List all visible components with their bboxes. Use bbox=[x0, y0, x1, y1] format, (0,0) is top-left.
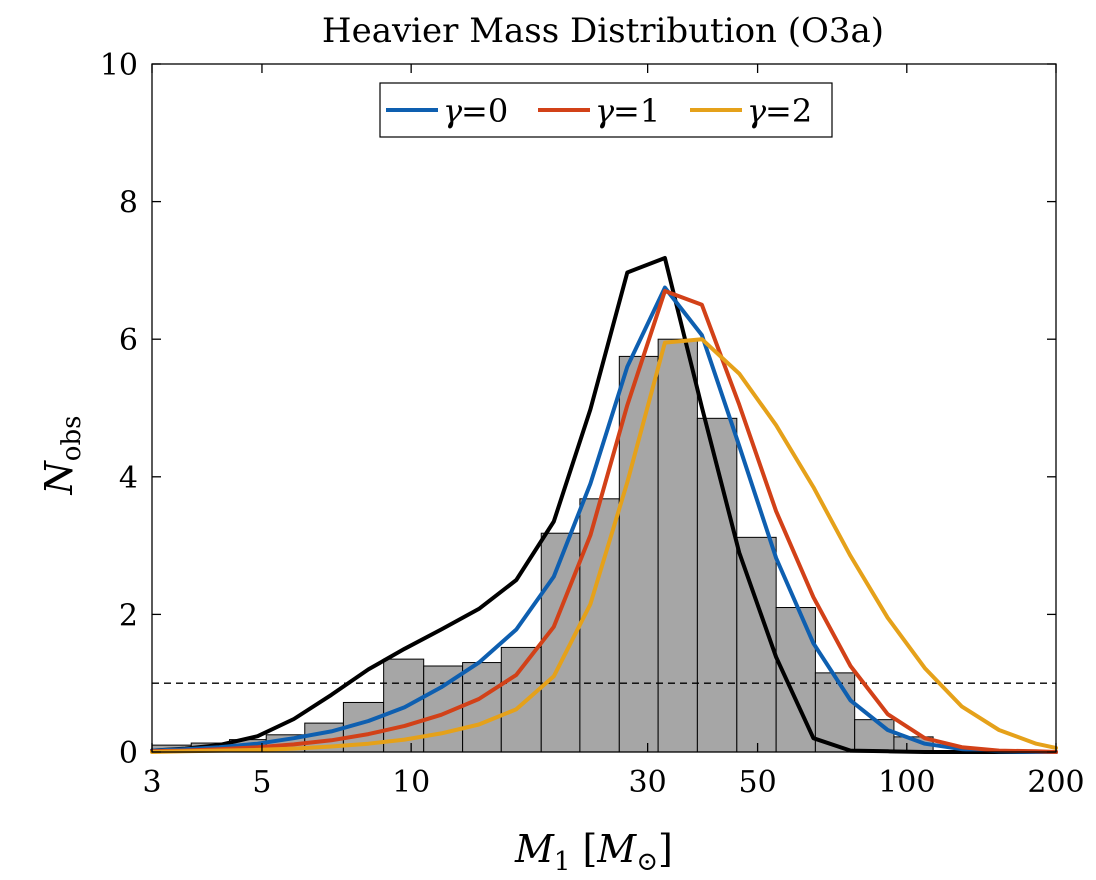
x-tick-label-4: 50 bbox=[739, 765, 777, 800]
plot-frame bbox=[151, 63, 1057, 753]
x-label-bracket-open: [ bbox=[582, 827, 597, 871]
histogram-bar-17 bbox=[814, 672, 856, 753]
legend-label-gamma-1: =1 bbox=[613, 92, 660, 130]
x-tick-label-3: 30 bbox=[629, 765, 667, 800]
x-tick-label-0: 3 bbox=[142, 765, 161, 800]
legend: γ =0 γ =1 γ =2 bbox=[379, 82, 833, 138]
y-tick-label-3: 6 bbox=[119, 323, 138, 358]
y-tick-label-1: 2 bbox=[119, 598, 138, 633]
y-tick-label-0: 0 bbox=[119, 736, 138, 771]
legend-symbol-gamma-2: γ bbox=[747, 92, 767, 130]
legend-label-gamma-0: =0 bbox=[461, 92, 508, 130]
histogram-bar-12 bbox=[618, 355, 659, 753]
legend-symbol-gamma-0: γ bbox=[443, 92, 463, 130]
x-label-unit-sub: ⊙ bbox=[636, 847, 658, 875]
axes-frame bbox=[151, 63, 1057, 753]
x-tick-label-6: 200 bbox=[1027, 765, 1084, 800]
histogram-bar-10 bbox=[540, 532, 581, 753]
series-line-2 bbox=[150, 289, 1058, 754]
histogram-bar-13 bbox=[657, 338, 698, 753]
x-tick-label-5: 100 bbox=[878, 765, 935, 800]
x-label-sub: 1 bbox=[554, 847, 571, 875]
y-tick-label-5: 10 bbox=[100, 48, 138, 83]
y-label-sub: obs bbox=[57, 416, 87, 462]
y-label-main: N bbox=[37, 459, 81, 495]
legend-label-gamma-2: =2 bbox=[765, 92, 812, 130]
y-axis-label: Nobs bbox=[37, 416, 87, 496]
series-line-3 bbox=[150, 337, 1058, 754]
axis-ticks: 3 5 10 30 50 100 200 0 2 4 6 8 10 bbox=[100, 48, 1085, 800]
x-tick-label-2: 10 bbox=[392, 765, 430, 800]
legend-entry-gamma-0: γ =0 bbox=[386, 92, 508, 130]
x-axis-label: M1 [M⊙] bbox=[514, 827, 673, 875]
x-tick-label-1: 5 bbox=[252, 765, 271, 800]
x-label-unit-main: M bbox=[596, 827, 637, 871]
x-label-main: M bbox=[514, 827, 555, 871]
chart-title: Heavier Mass Distribution (O3a) bbox=[322, 11, 884, 51]
histogram-bar-9 bbox=[500, 646, 542, 753]
y-tick-label-4: 8 bbox=[119, 186, 138, 221]
legend-entry-gamma-1: γ =1 bbox=[538, 92, 660, 130]
y-tick-label-2: 4 bbox=[119, 461, 138, 496]
series-line-1 bbox=[150, 285, 1058, 754]
x-label-bracket-close: ] bbox=[658, 827, 673, 871]
histogram-bar-8 bbox=[462, 662, 502, 753]
legend-entry-gamma-2: γ =2 bbox=[690, 92, 812, 130]
histogram-bars bbox=[151, 338, 934, 753]
legend-box bbox=[379, 82, 833, 138]
legend-symbol-gamma-1: γ bbox=[595, 92, 615, 130]
histogram-bar-18 bbox=[854, 719, 895, 753]
histogram-bar-11 bbox=[579, 498, 620, 753]
